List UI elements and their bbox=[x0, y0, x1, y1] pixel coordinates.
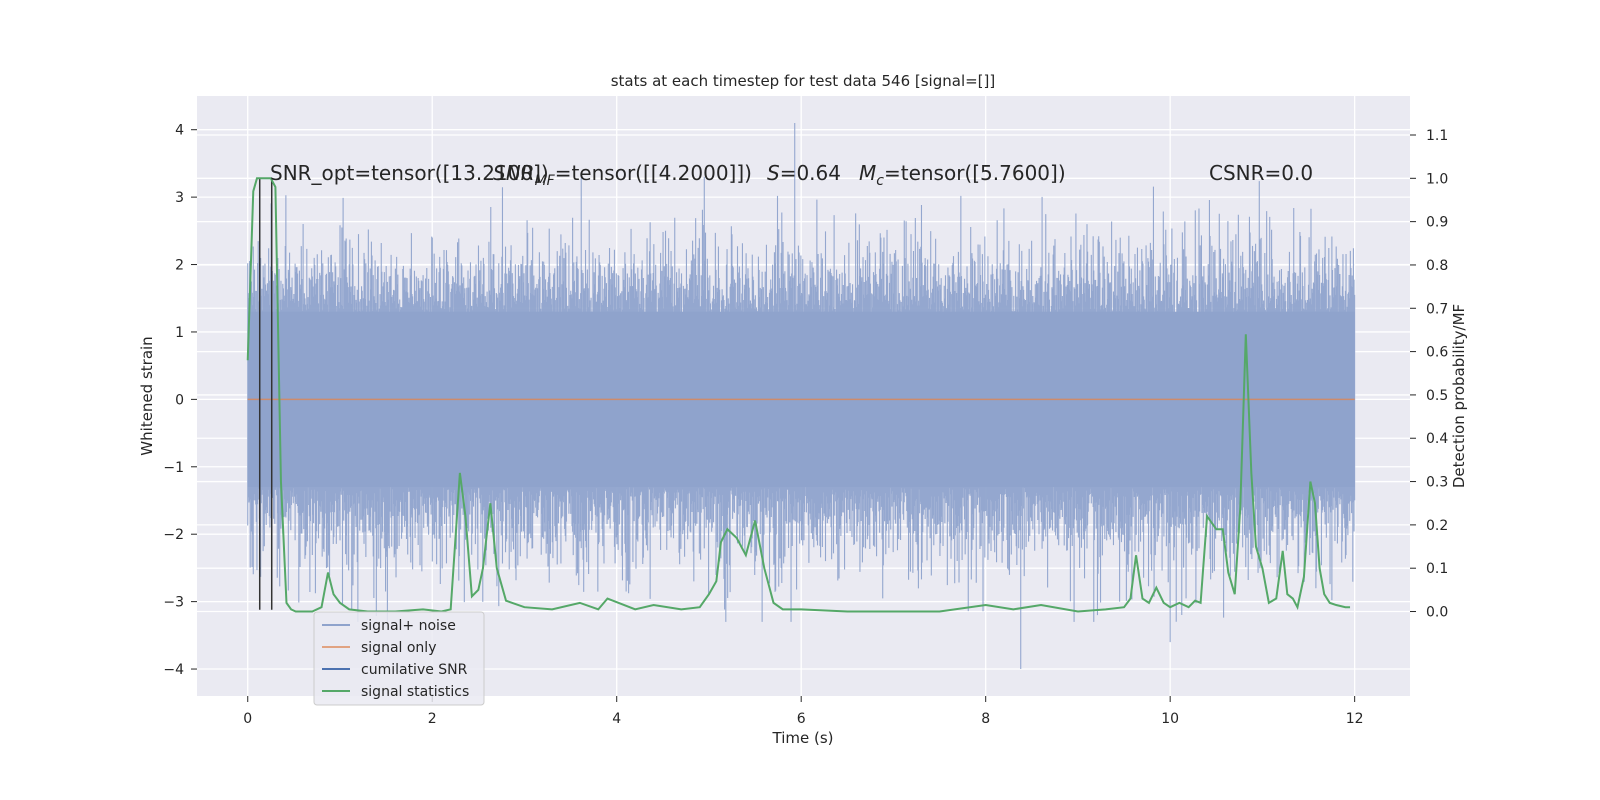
annotation-mc-prefix: M bbox=[859, 161, 876, 185]
right-y-tick-label: 0.9 bbox=[1426, 215, 1448, 231]
series-signal-statistics bbox=[246, 177, 1351, 613]
right-y-tick-label: 1.1 bbox=[1426, 128, 1448, 144]
right-y-tick-label: 0.2 bbox=[1426, 518, 1448, 534]
right-axis: 0.0 0.1 0.2 0.3 0.4 0.5 0.6 0.7 0.8 0.9 1.0 1.1 bbox=[1410, 128, 1448, 621]
right-y-tick-label: 1.0 bbox=[1426, 171, 1448, 187]
right-y-tick-label: 0.3 bbox=[1426, 475, 1448, 491]
left-y-tick-label: 3 bbox=[175, 190, 184, 206]
right-y-tick-label: 0.0 bbox=[1426, 605, 1448, 621]
left-y-tick-label: 1 bbox=[175, 325, 184, 341]
x-tick-label: 0 bbox=[243, 711, 252, 727]
left-y-tick-label: 4 bbox=[175, 123, 184, 139]
left-y-tick-label: −2 bbox=[163, 527, 184, 543]
left-y-tick-label: 0 bbox=[175, 392, 184, 408]
right-y-tick-label: 0.4 bbox=[1426, 431, 1448, 447]
legend-label-signal-noise: signal+ noise bbox=[361, 618, 456, 634]
x-tick-label: 6 bbox=[797, 711, 806, 727]
annotation-mc-sub: c bbox=[876, 173, 884, 189]
x-tick-label: 2 bbox=[428, 711, 437, 727]
annotation-s: S=0.64 bbox=[767, 161, 841, 185]
legend-box bbox=[313, 611, 485, 706]
legend-label-cumulative-snr: cumilative SNR bbox=[361, 662, 468, 678]
right-y-axis-label: Detection probability/MF bbox=[1450, 304, 1468, 488]
annotation-snr-mf: SNRMF=tensor([[4.2000]]) bbox=[493, 161, 752, 189]
left-y-tick-label: −1 bbox=[163, 460, 184, 476]
annotation-snr-mf-value: =tensor([[4.2000]]) bbox=[555, 161, 752, 185]
x-tick-label: 4 bbox=[612, 711, 621, 727]
chart-title: stats at each timestep for test data 546… bbox=[611, 72, 996, 90]
left-y-tick-label: −3 bbox=[163, 595, 184, 611]
right-y-tick-label: 0.7 bbox=[1426, 301, 1448, 317]
annotation-csnr: CSNR=0.0 bbox=[1209, 161, 1313, 185]
right-y-tick-label: 0.5 bbox=[1426, 388, 1448, 404]
annotation-snr-opt: SNR_opt=tensor([13.2100]) bbox=[270, 161, 549, 185]
left-y-axis-label: Whitened strain bbox=[138, 336, 156, 455]
legend: signal+ noise signal only cumilative SNR… bbox=[313, 611, 485, 706]
legend-label-signal-only: signal only bbox=[361, 640, 436, 656]
annotation-snr-mf-prefix: SNR bbox=[493, 161, 535, 185]
annotation-s-value: =0.64 bbox=[780, 161, 841, 185]
left-axis: −4 −3 −2 −1 0 1 2 3 4 bbox=[163, 123, 197, 678]
x-axis-label: Time (s) bbox=[772, 729, 834, 747]
data-layer bbox=[246, 122, 1356, 670]
left-y-tick-label: −4 bbox=[163, 662, 184, 678]
annotation-mc: Mc=tensor([5.7600]) bbox=[859, 161, 1066, 189]
right-y-tick-label: 0.8 bbox=[1426, 258, 1448, 274]
x-tick-label: 10 bbox=[1161, 711, 1179, 727]
left-y-tick-label: 2 bbox=[175, 258, 184, 274]
right-y-tick-label: 0.1 bbox=[1426, 561, 1448, 577]
x-axis: 0 2 4 6 8 10 12 bbox=[243, 696, 1364, 727]
x-tick-label: 12 bbox=[1346, 711, 1364, 727]
x-tick-label: 8 bbox=[981, 711, 990, 727]
annotation-snr-mf-sub: MF bbox=[535, 173, 556, 189]
right-y-tick-label: 0.6 bbox=[1426, 345, 1448, 361]
legend-label-signal-statistics: signal statistics bbox=[361, 684, 469, 700]
annotation-s-prefix: S bbox=[767, 161, 780, 185]
annotation-mc-value: =tensor([5.7600]) bbox=[884, 161, 1066, 185]
